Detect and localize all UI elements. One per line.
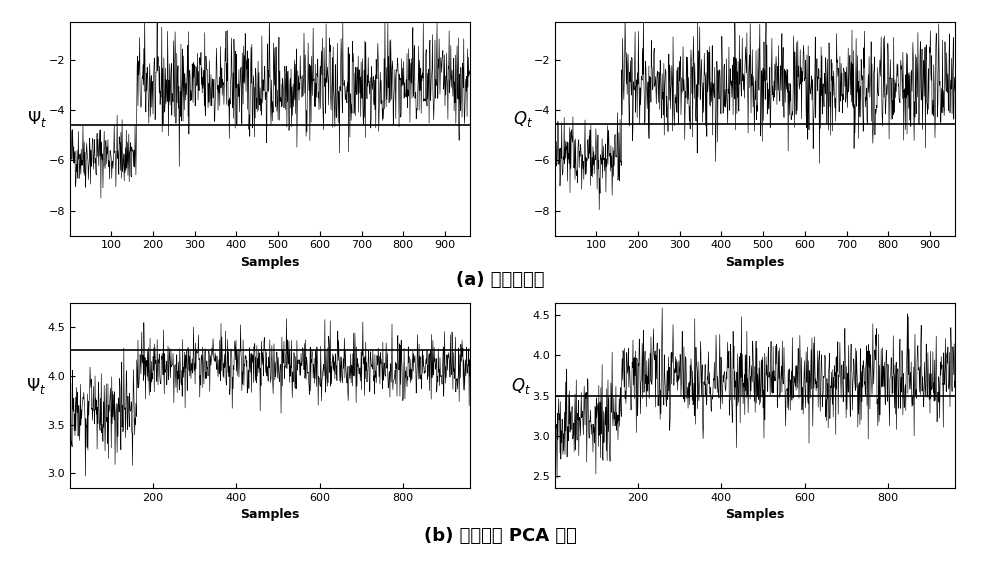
Text: (b) 传统动态 PCA 方法: (b) 传统动态 PCA 方法 xyxy=(424,527,576,545)
Y-axis label: $\mathit{\Psi}_t$: $\mathit{\Psi}_t$ xyxy=(26,375,46,396)
Y-axis label: $\mathit{Q}_t$: $\mathit{Q}_t$ xyxy=(513,109,533,129)
Y-axis label: $\mathit{\Psi}_t$: $\mathit{\Psi}_t$ xyxy=(27,109,48,129)
X-axis label: Samples: Samples xyxy=(240,508,300,522)
Y-axis label: $\mathit{Q}_t$: $\mathit{Q}_t$ xyxy=(511,375,531,396)
X-axis label: Samples: Samples xyxy=(240,256,300,269)
X-axis label: Samples: Samples xyxy=(725,508,785,522)
X-axis label: Samples: Samples xyxy=(725,256,785,269)
Text: (a) 本发明方法: (a) 本发明方法 xyxy=(456,272,544,289)
